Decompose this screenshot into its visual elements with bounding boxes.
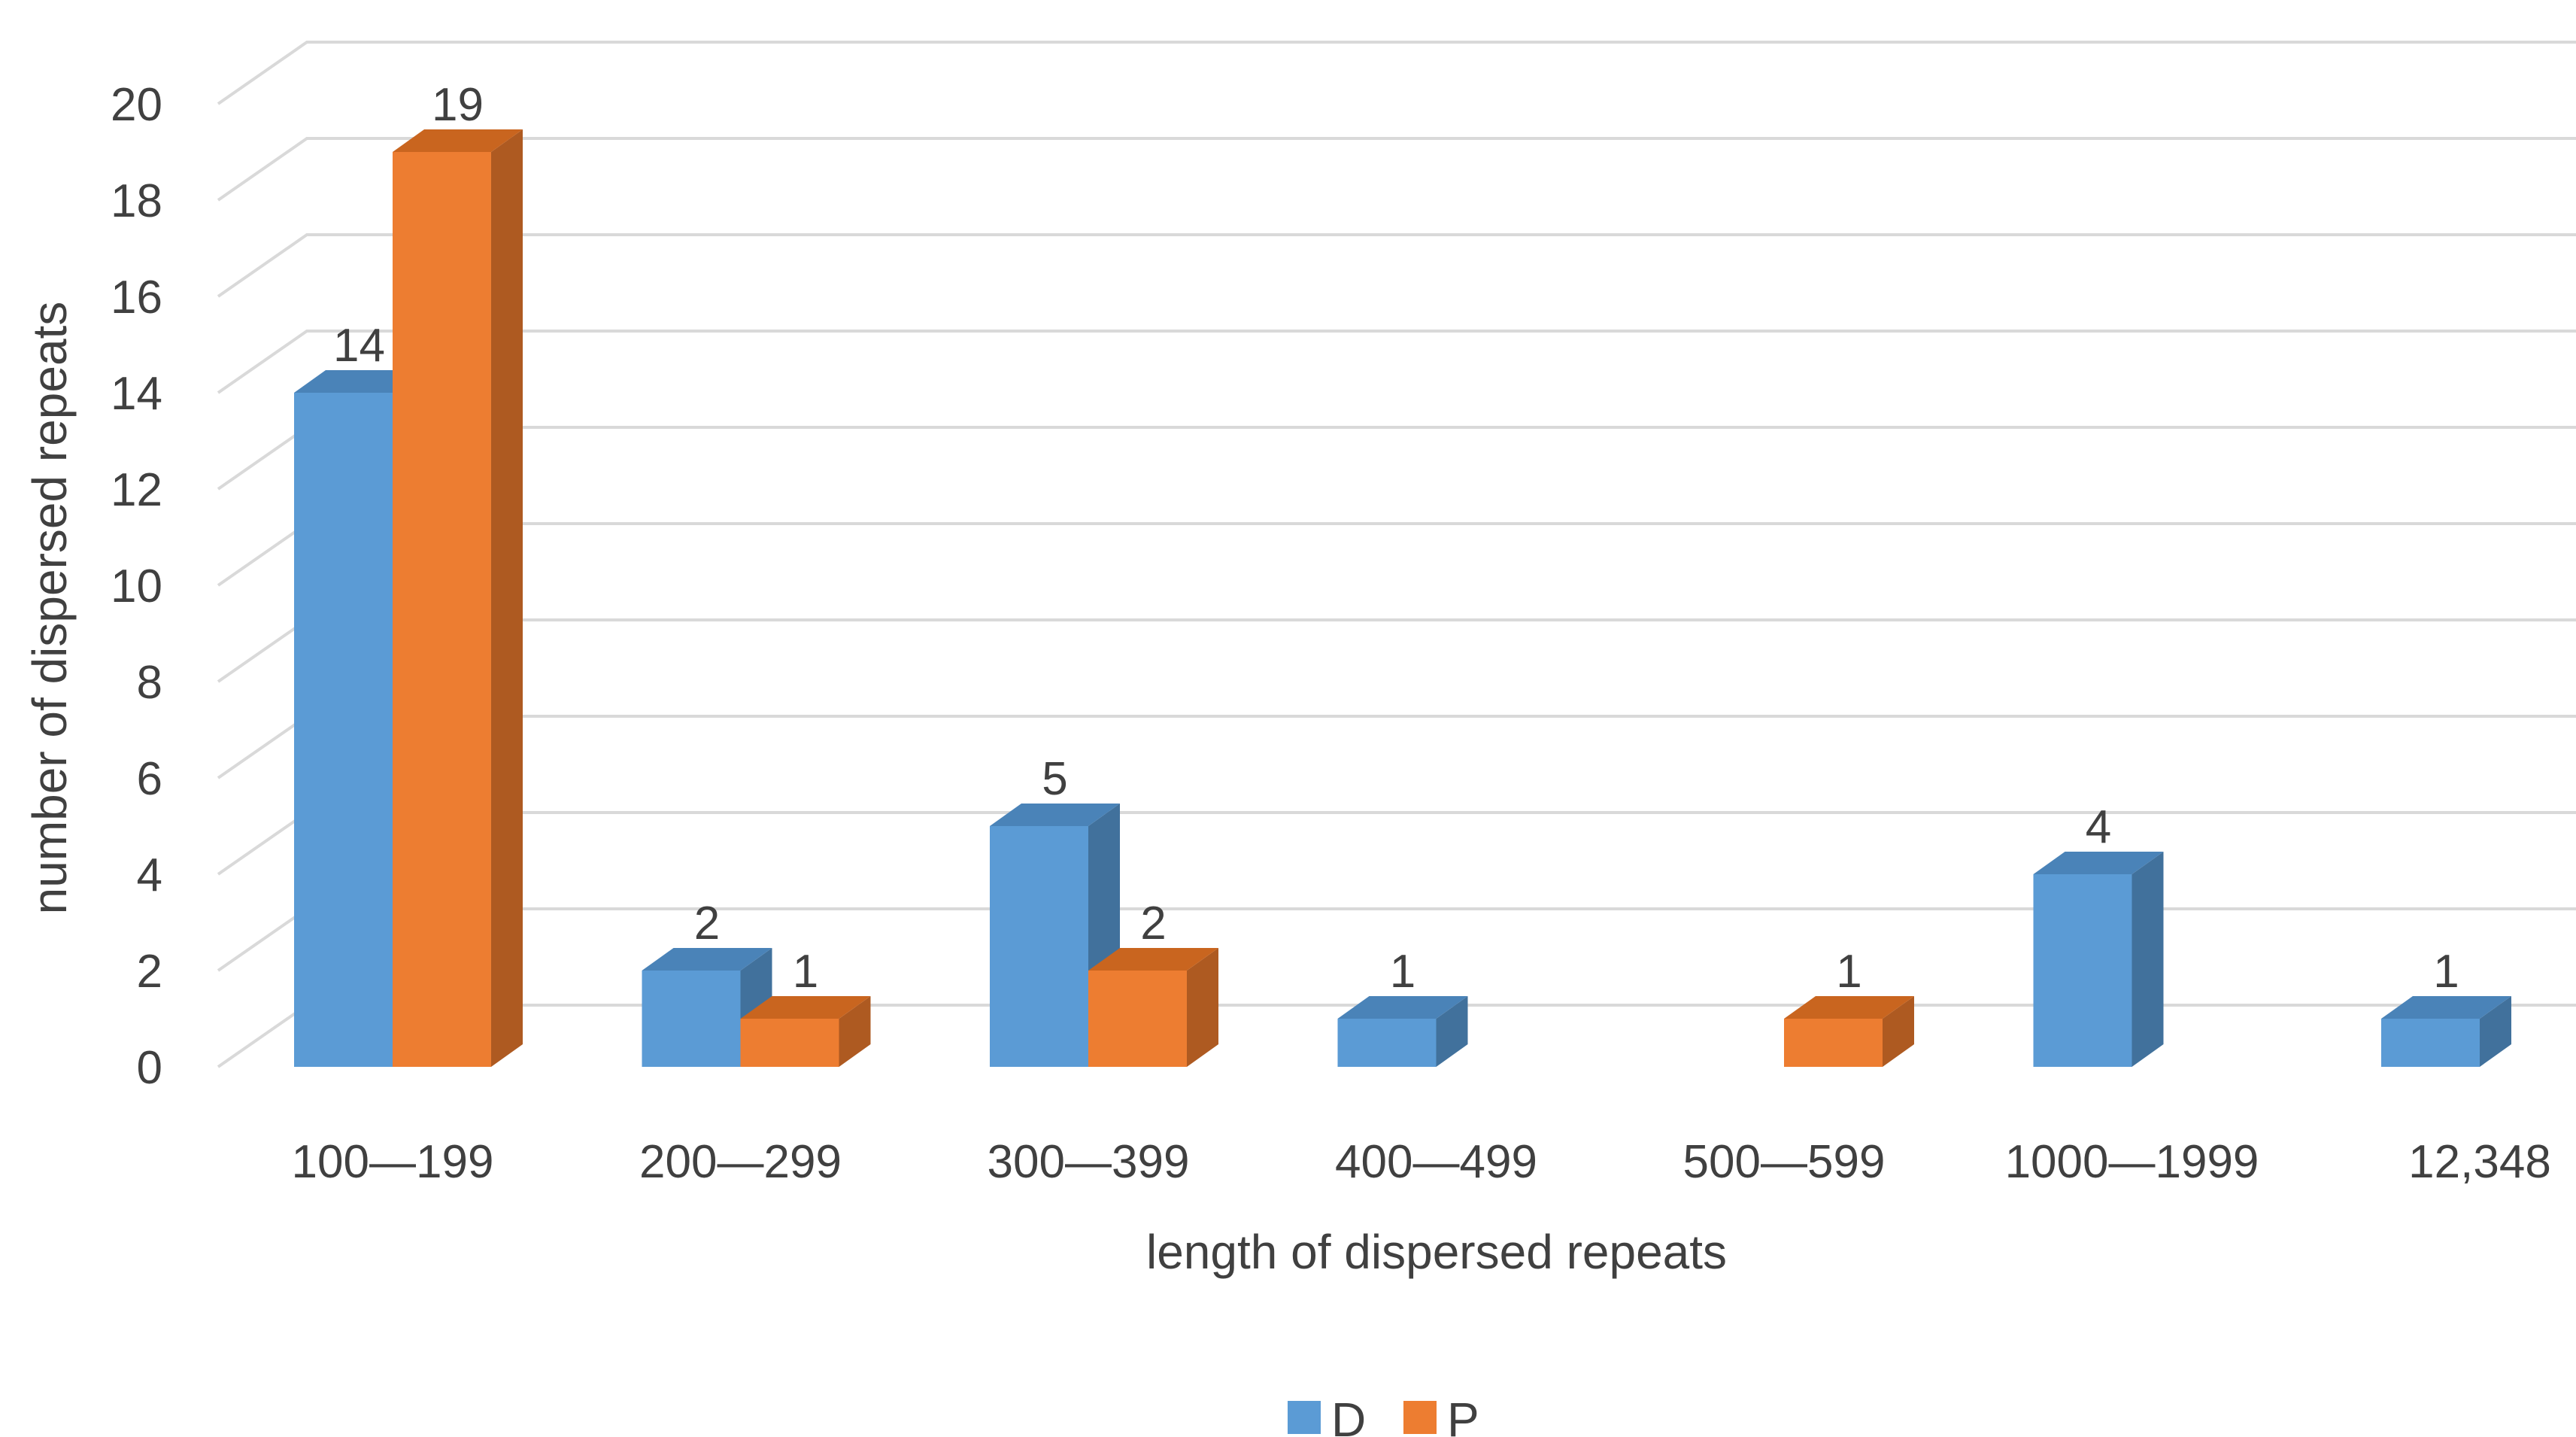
gridline — [217, 233, 2576, 298]
bar-front — [990, 826, 1088, 1067]
bar-front — [642, 971, 741, 1067]
y-axis-ticks: 0 2 4 6 8 10 12 14 16 18 20 — [111, 79, 162, 1094]
legend-swatch-p — [1403, 1401, 1437, 1434]
bar-top — [2033, 852, 2164, 874]
x-tick-label: 100—199 — [292, 1136, 494, 1188]
x-tick-label: 12,348 — [2408, 1136, 2551, 1188]
data-label: 1 — [793, 946, 818, 998]
legend-swatch-d — [1288, 1401, 1321, 1434]
bar-top — [740, 996, 871, 1019]
y-tick-label: 16 — [111, 272, 162, 324]
bar-front — [2381, 1019, 2480, 1067]
bar — [393, 129, 523, 1067]
bar-front — [1088, 971, 1187, 1067]
bar — [1337, 996, 1468, 1067]
data-label: 1 — [1390, 946, 1415, 998]
y-tick-label: 2 — [137, 946, 162, 998]
bar — [2381, 996, 2511, 1067]
gridline — [217, 41, 2576, 105]
bar-top — [990, 804, 1120, 826]
gridline — [217, 330, 2576, 394]
bar-front — [1337, 1019, 1437, 1067]
bar — [2033, 852, 2164, 1067]
x-axis-title: length of dispersed repeats — [1146, 1225, 1727, 1279]
data-label: 14 — [333, 320, 385, 372]
legend-label-p: P — [1447, 1393, 1479, 1437]
bar-side — [1187, 948, 1218, 1067]
bar-top — [1784, 996, 1914, 1019]
x-tick-label: 200—299 — [639, 1136, 842, 1188]
y-tick-label: 8 — [137, 657, 162, 709]
data-label: 4 — [2086, 801, 2111, 853]
bar-front — [294, 393, 393, 1067]
bar-top — [393, 129, 523, 152]
y-tick-label: 18 — [111, 175, 162, 227]
y-tick-label: 6 — [137, 753, 162, 805]
gridline — [217, 426, 2576, 491]
y-tick-label: 10 — [111, 561, 162, 612]
bar-side — [1436, 996, 1468, 1067]
y-tick-label: 12 — [111, 464, 162, 516]
data-label: 2 — [1140, 898, 1166, 949]
bars — [294, 129, 2511, 1067]
bar-top — [294, 370, 424, 393]
bar — [740, 996, 871, 1067]
bar-top — [642, 948, 772, 971]
data-label: 1 — [1836, 946, 1861, 998]
gridline — [217, 618, 2576, 683]
bar-front — [1784, 1019, 1883, 1067]
gridline — [217, 811, 2576, 876]
grid-lines — [217, 41, 2576, 1068]
bar-top — [1088, 948, 1218, 971]
data-label: 5 — [1042, 753, 1067, 805]
bar-side — [839, 996, 871, 1067]
bar-top — [1337, 996, 1468, 1019]
x-tick-label: 400—499 — [1335, 1136, 1537, 1188]
y-tick-label: 20 — [111, 79, 162, 131]
bar — [1088, 948, 1218, 1067]
bar-front — [393, 152, 491, 1067]
data-label: 1 — [2433, 946, 2459, 998]
x-tick-label: 500—599 — [1683, 1136, 1886, 1188]
gridline — [217, 715, 2576, 779]
gridline — [217, 522, 2576, 587]
gridline — [217, 137, 2576, 202]
y-tick-label: 4 — [137, 849, 162, 901]
bar-front — [740, 1019, 839, 1067]
data-label: 19 — [432, 79, 484, 131]
legend: D P — [1288, 1393, 1479, 1437]
x-tick-label: 300—399 — [988, 1136, 1190, 1188]
y-axis-title: number of dispersed repeats — [23, 302, 77, 915]
y-tick-label: 14 — [111, 368, 162, 420]
data-label: 2 — [694, 898, 720, 949]
bar-side — [1883, 996, 1914, 1067]
x-axis-ticks: 100—199 200—299 300—399 400—499 500—599 1000—… — [292, 1136, 2551, 1188]
bar-front — [2033, 874, 2132, 1067]
bar-side — [491, 129, 523, 1067]
bar-top — [2381, 996, 2511, 1019]
bar-side — [2480, 996, 2511, 1067]
x-tick-label: 1000—1999 — [2005, 1136, 2259, 1188]
legend-label-d: D — [1331, 1393, 1366, 1437]
bar — [1784, 996, 1914, 1067]
y-tick-label: 0 — [137, 1042, 162, 1094]
bar-side — [2131, 852, 2164, 1067]
